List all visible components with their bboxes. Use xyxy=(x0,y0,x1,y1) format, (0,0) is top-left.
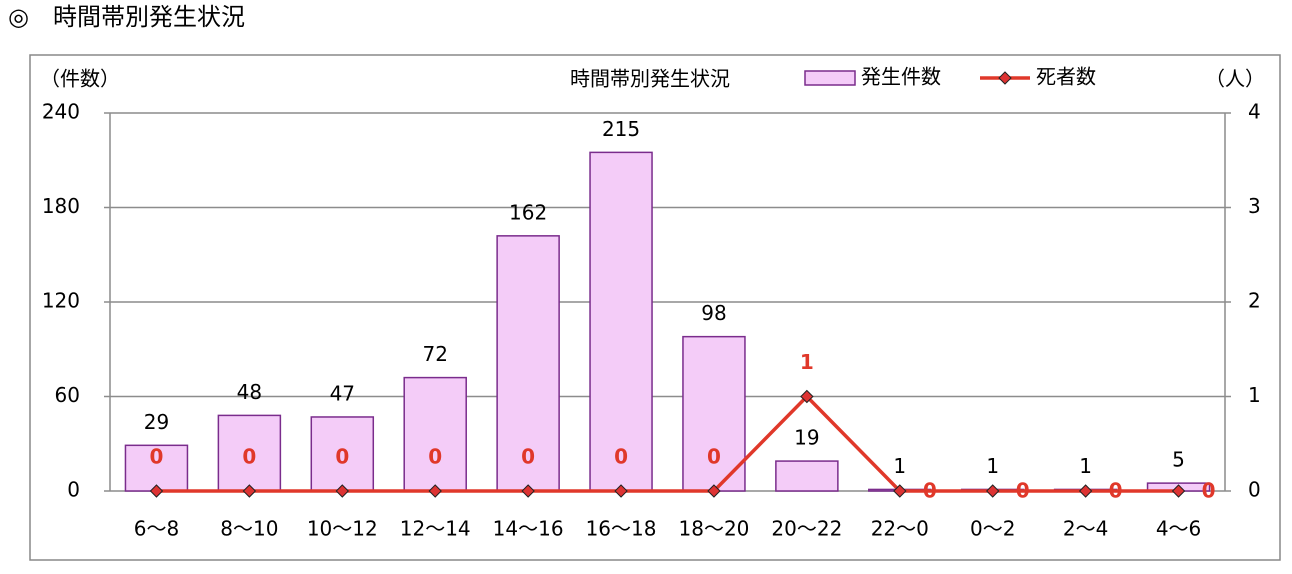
chart-frame xyxy=(29,54,1281,561)
bar-value-label: 1 xyxy=(893,454,906,478)
x-tick-label: 8～10 xyxy=(220,517,278,541)
y-tick-label: 0 xyxy=(67,478,80,502)
line-marker xyxy=(335,484,349,498)
bar-value-label: 19 xyxy=(794,426,819,450)
y-tick-label: 180 xyxy=(42,194,80,218)
x-tick-label: 6～8 xyxy=(134,517,179,541)
line-marker xyxy=(800,389,814,404)
y2-tick-label: 2 xyxy=(1248,289,1261,313)
bar xyxy=(496,235,560,492)
bar-value-label: 1 xyxy=(986,454,999,478)
bar-value-label: 215 xyxy=(602,117,640,141)
y2-tick-label: 1 xyxy=(1248,383,1261,407)
bar-value-label: 72 xyxy=(422,342,447,366)
page-title: ◎ 時間帯別発生状況 xyxy=(8,3,245,31)
line-value-label: 0 xyxy=(242,445,256,469)
line-marker xyxy=(428,484,442,498)
x-tick-label: 20～22 xyxy=(771,517,842,541)
bar-value-label: 1 xyxy=(1079,454,1092,478)
line-value-label: 0 xyxy=(335,445,349,469)
bar xyxy=(310,416,375,492)
legend-swatch xyxy=(804,70,856,86)
line-value-label: 0 xyxy=(428,445,442,469)
y2-tick-label: 4 xyxy=(1248,100,1261,124)
line-value-label: 0 xyxy=(614,445,628,469)
legend-label: 死者数 xyxy=(1036,65,1096,89)
line-marker xyxy=(1078,484,1093,498)
y-tick-label: 240 xyxy=(42,100,80,124)
bar xyxy=(682,335,746,492)
line-marker xyxy=(614,484,628,498)
line-value-label: 0 xyxy=(1202,479,1216,503)
line-marker xyxy=(242,484,257,498)
line-value-label: 0 xyxy=(1109,479,1123,503)
bar-value-label: 162 xyxy=(509,200,547,224)
x-tick-label: 10～12 xyxy=(307,517,378,541)
bar xyxy=(589,151,653,492)
line-marker xyxy=(521,484,535,498)
line-value-label: 1 xyxy=(800,350,814,374)
bar-value-label: 5 xyxy=(1172,448,1185,472)
bar-value-label: 29 xyxy=(144,410,169,434)
line-value-label: 0 xyxy=(149,445,163,469)
x-tick-label: 14～16 xyxy=(493,517,564,541)
y-axis-label: （件数） xyxy=(40,67,120,91)
bar-value-label: 48 xyxy=(237,380,262,404)
legend-marker xyxy=(998,71,1012,85)
bar xyxy=(217,414,282,492)
line-value-label: 0 xyxy=(923,479,937,503)
x-tick-label: 2～4 xyxy=(1063,517,1108,541)
x-tick-label: 4～6 xyxy=(1156,517,1201,541)
y2-tick-label: 0 xyxy=(1248,478,1261,502)
line-marker xyxy=(707,484,721,498)
line-marker xyxy=(893,484,907,498)
x-tick-label: 22～0 xyxy=(871,517,929,541)
line-marker xyxy=(986,484,1000,498)
line-value-label: 0 xyxy=(1016,479,1030,503)
line-value-label: 0 xyxy=(521,445,535,469)
x-tick-label: 18～20 xyxy=(679,517,750,541)
bar-value-label: 47 xyxy=(330,381,355,405)
y-tick-label: 120 xyxy=(42,289,80,313)
legend-label: 発生件数 xyxy=(861,65,941,89)
y2-axis-label: （人） xyxy=(1205,67,1265,91)
bar xyxy=(124,444,189,492)
bar-value-label: 98 xyxy=(701,301,726,325)
line xyxy=(156,394,1179,493)
y2-tick-label: 3 xyxy=(1248,194,1261,218)
chart-title: 時間帯別発生状況 xyxy=(570,67,730,91)
line-value-label: 0 xyxy=(707,445,721,469)
line-marker xyxy=(149,484,164,498)
bar xyxy=(775,460,839,492)
y-tick-label: 60 xyxy=(55,383,80,407)
bar xyxy=(403,376,467,492)
line-marker xyxy=(1171,484,1186,498)
x-tick-label: 16～18 xyxy=(586,517,657,541)
x-tick-label: 0～2 xyxy=(970,517,1015,541)
x-tick-label: 12～14 xyxy=(400,517,471,541)
